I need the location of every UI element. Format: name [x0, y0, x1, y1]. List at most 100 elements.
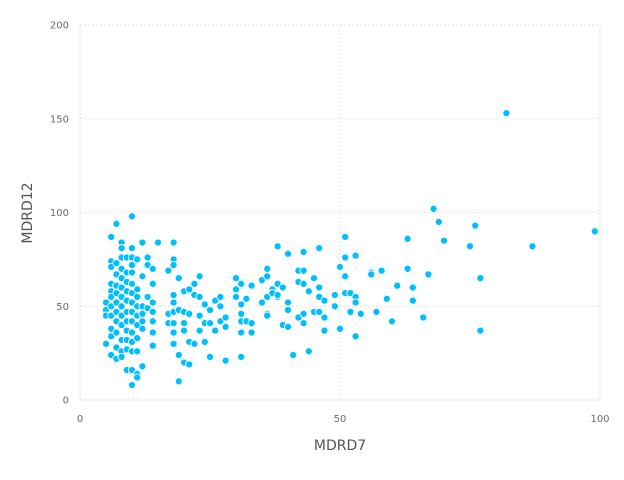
grid-layer — [79, 24, 601, 401]
data-point — [174, 377, 183, 386]
data-point — [138, 238, 147, 247]
data-point — [169, 298, 178, 307]
data-point — [221, 322, 230, 331]
data-point — [351, 332, 360, 341]
data-point — [148, 279, 157, 288]
data-point — [283, 305, 293, 315]
data-point — [351, 298, 360, 307]
data-point — [439, 236, 449, 245]
data-point — [117, 244, 126, 253]
data-point — [169, 328, 178, 337]
data-point — [278, 283, 287, 292]
data-point — [133, 255, 142, 264]
data-point — [237, 300, 246, 309]
data-point — [133, 334, 142, 343]
data-point — [127, 244, 137, 253]
data-point — [429, 204, 438, 213]
data-point — [205, 319, 215, 328]
data-point — [138, 324, 147, 333]
data-point — [372, 307, 381, 316]
data-point — [299, 279, 308, 288]
data-point — [117, 302, 126, 311]
data-point — [148, 298, 157, 307]
data-point — [195, 326, 204, 335]
data-point — [237, 352, 246, 361]
data-point — [185, 360, 194, 369]
data-point — [257, 298, 267, 307]
x-tick-label: 50 — [334, 414, 347, 425]
tick-labels: 0 50 100 0 50 100 150 200 — [50, 21, 610, 426]
data-point — [231, 274, 241, 283]
data-point — [419, 313, 428, 322]
data-point — [143, 253, 152, 262]
data-point — [112, 219, 121, 228]
data-point — [528, 242, 537, 251]
data-point — [387, 317, 397, 326]
data-point — [127, 268, 137, 277]
data-point — [221, 313, 230, 322]
data-point — [174, 350, 183, 360]
data-point — [315, 283, 324, 292]
y-axis-title: MDRD12 — [20, 182, 36, 243]
data-point — [148, 328, 157, 337]
data-point — [263, 311, 272, 320]
data-point — [107, 232, 116, 241]
data-point — [185, 309, 194, 318]
data-point — [148, 317, 157, 326]
data-point — [283, 322, 293, 331]
data-point — [320, 326, 329, 335]
data-point — [341, 253, 350, 262]
y-tick-label: 0 — [63, 396, 69, 407]
data-point — [221, 356, 230, 365]
data-point — [237, 328, 246, 337]
data-point — [169, 319, 178, 328]
data-point — [195, 311, 204, 320]
y-tick-label: 50 — [56, 302, 69, 313]
data-point — [330, 302, 339, 311]
data-point — [335, 324, 345, 333]
data-point — [382, 294, 391, 303]
data-point — [190, 279, 199, 288]
data-point — [231, 292, 241, 301]
data-point — [138, 317, 147, 326]
data-point — [138, 272, 147, 281]
data-point — [237, 279, 246, 288]
data-point — [133, 292, 142, 301]
data-point — [247, 328, 256, 337]
data-point — [299, 309, 308, 318]
data-point — [283, 298, 293, 307]
data-point — [133, 347, 142, 356]
data-point — [169, 260, 178, 270]
data-point — [263, 272, 272, 281]
data-point — [216, 302, 225, 311]
data-point — [190, 339, 199, 348]
data-point — [242, 294, 251, 303]
data-point — [143, 292, 152, 301]
data-point — [169, 290, 178, 300]
data-point — [237, 309, 246, 318]
data-point — [408, 283, 417, 292]
data-point — [304, 287, 313, 296]
data-point — [309, 274, 319, 283]
data-point — [330, 290, 339, 300]
y-tick-label: 100 — [50, 208, 69, 219]
data-point — [465, 242, 475, 251]
data-point — [351, 251, 360, 260]
data-point — [320, 313, 329, 322]
data-point — [127, 279, 137, 288]
x-axis-title: MDRD7 — [314, 438, 366, 454]
data-point — [502, 109, 511, 118]
data-point — [179, 326, 189, 335]
data-point — [169, 339, 178, 348]
data-point — [299, 247, 308, 256]
data-point — [127, 212, 137, 221]
data-point — [200, 337, 209, 346]
x-tick-label: 0 — [77, 414, 83, 425]
data-point — [148, 341, 157, 350]
data-point — [195, 272, 204, 281]
data-point — [112, 328, 121, 337]
data-point — [289, 350, 298, 360]
data-point — [117, 352, 126, 361]
data-point — [335, 262, 345, 271]
